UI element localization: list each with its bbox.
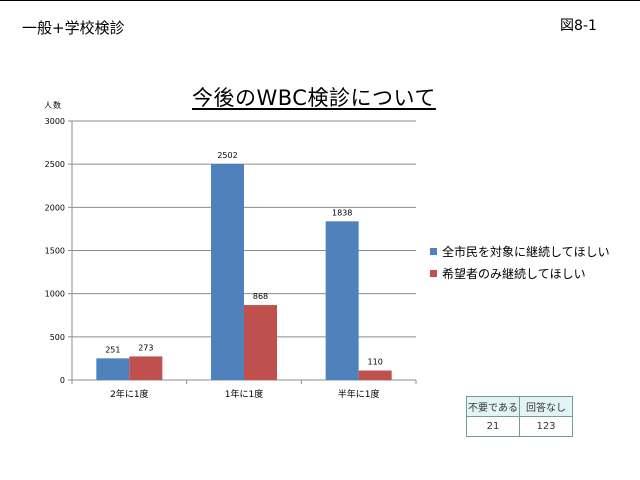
bar: [358, 370, 392, 380]
bar: [244, 305, 277, 380]
y-axis-label: 人数: [44, 100, 62, 110]
y-tick-label: 2000: [45, 203, 65, 212]
y-tick-label: 0: [60, 376, 65, 385]
y-tick-label: 1000: [45, 290, 65, 299]
summary-header-not-needed: 不要である: [466, 396, 520, 417]
data-label: 2502: [217, 151, 237, 160]
legend-label-applicants-only: 希望者のみ継続してほしい: [442, 266, 586, 281]
summary-header-no-answer: 回答なし: [519, 396, 573, 417]
page-heading: 一般+学校検診: [22, 19, 125, 37]
x-tick-label: 2年に1度: [110, 388, 148, 400]
summary-value-no-answer: 123: [519, 416, 573, 437]
summary-value-not-needed: 21: [466, 416, 520, 437]
y-tick-label: 500: [50, 333, 65, 342]
x-tick-label: 1年に1度: [225, 388, 263, 400]
y-tick-label: 3000: [45, 117, 65, 126]
legend-swatch-applicants-only: [430, 269, 437, 277]
data-label: 273: [138, 343, 153, 352]
x-tick-label: 半年に1度: [338, 388, 380, 400]
bar: [129, 356, 163, 380]
summary-value-row: 21 123: [466, 416, 573, 437]
y-tick-label: 2500: [45, 160, 65, 169]
legend-label-all-citizens: 全市民を対象に継続してほしい: [442, 244, 610, 259]
data-label: 1838: [332, 208, 352, 217]
bar: [325, 221, 359, 380]
top-rule: [0, 0, 640, 1]
legend-swatch-all-citizens: [430, 247, 437, 255]
bar: [96, 358, 130, 380]
data-label: 110: [368, 358, 383, 367]
legend: 全市民を対象に継続してほしい 希望者のみ継続してほしい: [430, 240, 610, 284]
data-label: 251: [105, 345, 120, 354]
legend-item-applicants-only: 希望者のみ継続してほしい: [430, 262, 610, 284]
data-label: 868: [253, 292, 268, 301]
summary-header-row: 不要である 回答なし: [466, 396, 573, 417]
legend-item-all-citizens: 全市民を対象に継続してほしい: [430, 240, 610, 262]
figure-number: 図8-1: [560, 18, 597, 34]
summary-table: 不要である 回答なし 21 123: [466, 396, 573, 437]
chart-title: 今後のWBC検診について: [192, 86, 436, 110]
y-tick-label: 1500: [45, 247, 65, 256]
bar: [211, 163, 244, 380]
